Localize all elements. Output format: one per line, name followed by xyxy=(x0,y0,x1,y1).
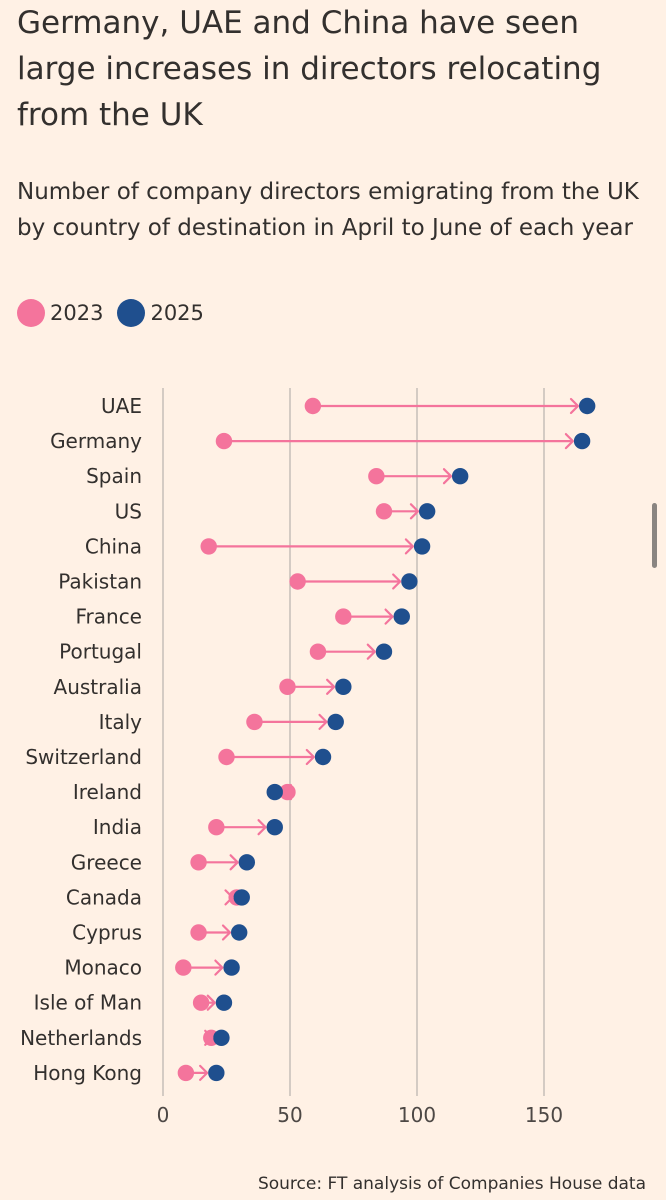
x-tick-label-100: 100 xyxy=(398,1103,436,1127)
point-2023-ireland xyxy=(279,783,296,801)
arrowhead-uae xyxy=(569,397,580,415)
legend-label-2025: 2025 xyxy=(150,301,204,325)
category-label-germany: Germany xyxy=(50,429,142,453)
category-label-italy: Italy xyxy=(99,710,143,734)
point-2025-china xyxy=(413,538,431,555)
point-2023-monaco xyxy=(175,959,192,976)
category-label-cyprus: Cyprus xyxy=(72,921,142,945)
point-2025-netherlands xyxy=(213,1029,230,1046)
point-2025-us xyxy=(418,503,436,520)
arrowhead-switzerland xyxy=(305,748,315,766)
legend-swatch-2023 xyxy=(17,299,45,327)
legend-item-2025: 2025 xyxy=(117,299,204,327)
category-label-canada: Canada xyxy=(66,885,142,909)
point-2025-monaco xyxy=(223,959,240,976)
point-2025-uae xyxy=(578,397,596,415)
point-2023-hong-kong xyxy=(177,1064,195,1082)
category-label-china: China xyxy=(85,534,142,558)
category-label-us: US xyxy=(115,499,142,523)
arrowhead-netherlands xyxy=(204,1029,214,1046)
category-label-isle-of-man: Isle of Man xyxy=(34,991,142,1015)
arrowhead-australia xyxy=(326,678,336,695)
category-label-spain: Spain xyxy=(86,464,142,488)
x-tick-label-0: 0 xyxy=(157,1103,170,1127)
scrollbar-thumb[interactable] xyxy=(652,503,657,568)
point-2023-greece xyxy=(190,854,207,871)
point-2025-greece xyxy=(238,854,256,871)
chart-legend: 2023 2025 xyxy=(17,296,218,330)
point-2025-spain xyxy=(451,468,469,485)
point-2025-canada xyxy=(233,889,250,906)
arrowhead-france xyxy=(384,608,394,625)
category-label-monaco: Monaco xyxy=(64,956,142,980)
category-label-portugal: Portugal xyxy=(59,640,142,664)
point-2025-pakistan xyxy=(401,573,418,590)
arrowhead-germany xyxy=(564,433,574,450)
category-label-india: India xyxy=(93,815,142,839)
arrowhead-greece xyxy=(229,854,239,871)
point-2025-cyprus xyxy=(231,924,248,941)
arrowhead-spain xyxy=(442,468,453,485)
arrowhead-portugal xyxy=(366,643,376,660)
point-2023-germany xyxy=(215,432,233,450)
legend-swatch-2025 xyxy=(117,299,146,327)
arrowhead-cyprus xyxy=(221,924,232,941)
x-tick-label-50: 50 xyxy=(277,1103,302,1127)
point-2025-isle-of-man xyxy=(215,994,233,1011)
point-2025-switzerland xyxy=(314,748,332,766)
point-2025-portugal xyxy=(375,643,393,660)
arrowhead-monaco xyxy=(214,959,224,976)
arrowhead-canada xyxy=(224,889,234,906)
point-2025-india xyxy=(266,819,283,836)
category-label-hong-kong: Hong Kong xyxy=(33,1061,142,1085)
point-2023-spain xyxy=(368,468,385,485)
point-2023-cyprus xyxy=(190,924,207,941)
dumbbell-chart: 0 50 100 150 UAE Germany Spain US China Pakistan F… xyxy=(20,388,596,1127)
point-2023-france xyxy=(335,608,352,625)
point-2023-italy xyxy=(246,713,263,731)
arrowhead-china xyxy=(404,538,414,555)
category-label-uae: UAE xyxy=(101,394,142,418)
point-2025-hong-kong xyxy=(208,1064,225,1082)
point-2023-india xyxy=(208,819,225,836)
arrowhead-ireland xyxy=(282,784,293,801)
point-2025-france xyxy=(393,608,410,625)
arrowhead-hong-kong xyxy=(199,1064,209,1081)
point-2025-australia xyxy=(335,678,352,695)
arrowhead-india xyxy=(257,819,267,836)
category-label-australia: Australia xyxy=(54,675,142,699)
point-2023-switzerland xyxy=(218,748,235,766)
point-2023-portugal xyxy=(309,643,327,660)
category-label-pakistan: Pakistan xyxy=(58,570,142,594)
category-label-switzerland: Switzerland xyxy=(25,745,142,769)
point-2023-isle-of-man xyxy=(192,994,210,1011)
arrowhead-isle-of-man xyxy=(206,994,216,1011)
legend-item-2023: 2023 xyxy=(17,299,103,327)
point-2023-uae xyxy=(304,397,322,415)
point-2025-italy xyxy=(327,713,344,731)
chart-title: Germany, UAE and China have seen large i… xyxy=(17,5,602,133)
point-2023-us xyxy=(375,503,393,520)
arrowhead-italy xyxy=(318,713,328,730)
arrowhead-pakistan xyxy=(392,573,402,590)
x-tick-label-150: 150 xyxy=(525,1103,563,1127)
category-label-greece: Greece xyxy=(71,850,142,874)
category-label-ireland: Ireland xyxy=(73,780,142,804)
source-note: Source: FT analysis of Companies House d… xyxy=(257,1174,646,1194)
category-label-france: France xyxy=(75,605,142,629)
point-2023-pakistan xyxy=(289,573,306,590)
point-2023-china xyxy=(200,538,217,555)
chart-subtitle: Number of company directors emigrating f… xyxy=(17,179,639,241)
category-label-netherlands: Netherlands xyxy=(20,1026,142,1050)
arrowhead-us xyxy=(409,503,420,520)
point-2023-australia xyxy=(279,678,296,695)
legend-label-2023: 2023 xyxy=(50,301,104,325)
point-2025-ireland xyxy=(266,783,283,801)
point-2025-germany xyxy=(573,432,591,450)
